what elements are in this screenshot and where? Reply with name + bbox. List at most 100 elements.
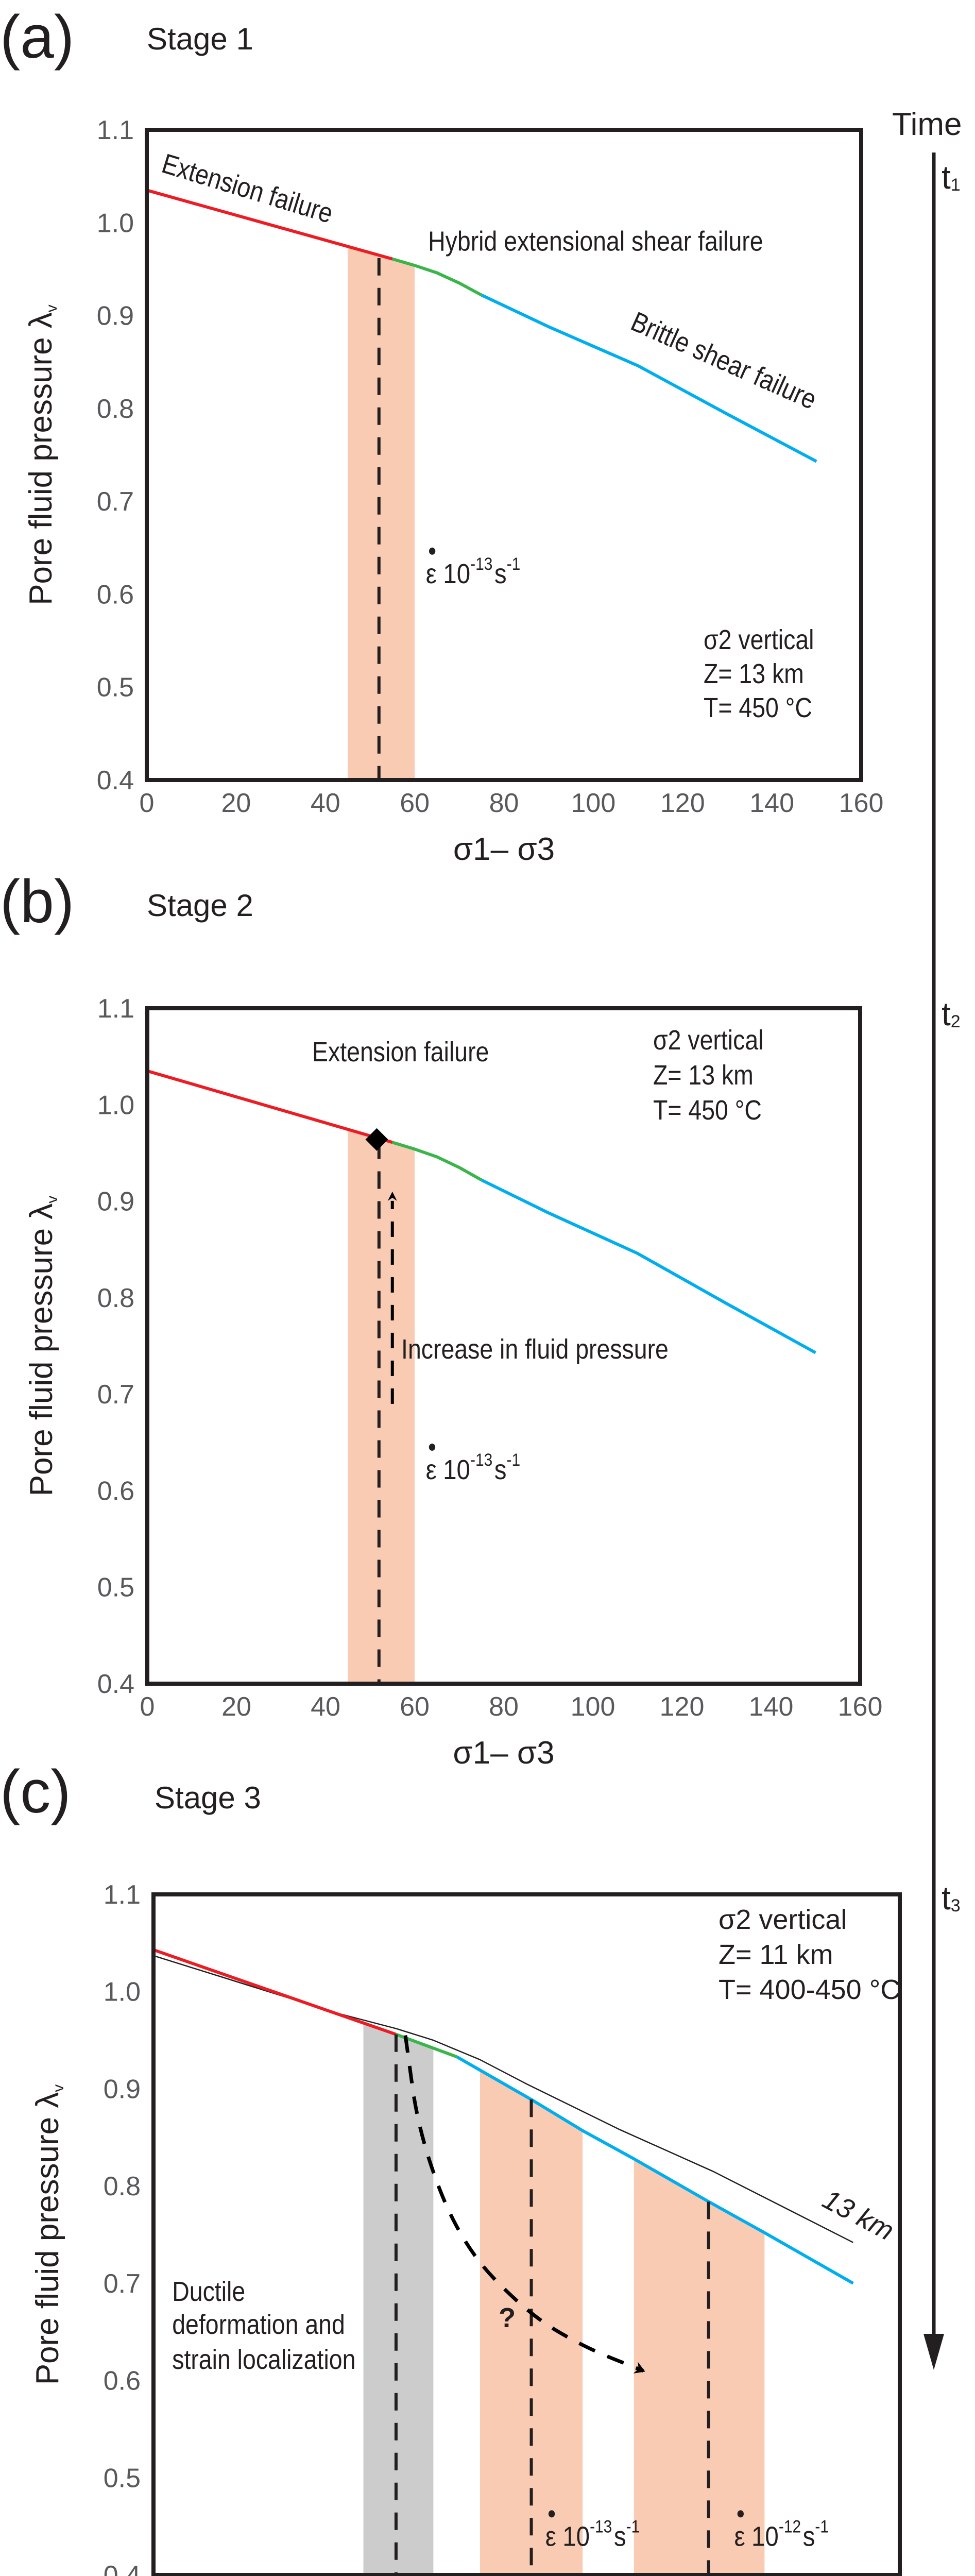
strain-rate-base: 10 (751, 2521, 779, 2552)
y-tick-label: 0.8 (104, 2172, 141, 2201)
strain-rate-text: ε 10-12s-1 (734, 2517, 829, 2552)
x-axis-label: σ1– σ3 (453, 1735, 554, 1771)
y-axis-label: Pore fluid pressure λv (30, 2084, 67, 2385)
strain-rate-unit-exponent: -1 (815, 2517, 829, 2536)
x-tick-label: 80 (489, 1692, 519, 1722)
y-tick-label: 0.5 (104, 2463, 141, 2493)
series-line-brittle-shear-failure (481, 1178, 816, 1354)
x-tick-label: 100 (571, 1692, 615, 1722)
x-tick-label: 160 (839, 788, 884, 818)
x-tick-label: 160 (838, 1692, 883, 1722)
annotation-region-label: Ductile (172, 2276, 245, 2307)
stage-title: Stage 1 (147, 22, 253, 56)
x-tick-label: 120 (660, 1692, 705, 1722)
strain-rate-dot-icon (429, 547, 436, 555)
chart-panel-3: (c)Stage 30204060801001201401600.40.50.6… (0, 1758, 902, 2576)
y-tick-label: 1.0 (97, 1090, 134, 1120)
strain-rate-text: ε 10-13s-1 (426, 554, 520, 589)
time-marker-t2: t2 (942, 995, 961, 1032)
strain-rate-base: 10 (443, 1454, 470, 1485)
conditions-line: Z= 13 km (704, 658, 804, 689)
strain-rate-band (348, 1129, 415, 1684)
annotation-curve-label-italic: 13 km (817, 2184, 899, 2247)
panel-letter: (b) (0, 868, 74, 936)
plot-frame (145, 1006, 862, 1686)
strain-rate-label: ε 10-12s-1 (734, 2510, 829, 2552)
y-tick-label: 0.9 (104, 2074, 141, 2104)
y-tick-label: 0.9 (97, 301, 134, 331)
strain-rate-text: ε 10-13s-1 (426, 1450, 520, 1485)
failure-point-diamond (365, 1128, 388, 1151)
conditions-line: Z= 13 km (653, 1059, 754, 1091)
y-tick-label: 0.8 (97, 394, 134, 424)
strain-rate-dot-icon (737, 2510, 744, 2518)
annotation-arrow-label: Increase in fluid pressure (401, 1333, 669, 1365)
strain-rate-band (634, 2159, 765, 2575)
x-tick-label: 120 (660, 788, 705, 818)
series-line-extension-failure (153, 1948, 397, 2036)
arrow-up-icon (387, 1191, 397, 1201)
strain-rate-unit-exponent: -1 (507, 1450, 521, 1469)
plot-frame (151, 1892, 902, 2576)
pathway-curved-arrow (403, 2035, 645, 2372)
y-tick-label: 0.4 (104, 2561, 141, 2576)
strain-rate-unit-exponent: -1 (507, 554, 521, 573)
conditions-line: σ2 vertical (719, 1904, 847, 1935)
y-axis-label: Pore fluid pressure λv (23, 304, 60, 605)
y-axis-label-subscript: v (43, 304, 60, 312)
y-tick-label: 0.7 (97, 1380, 134, 1410)
strain-rate-symbol: ε (734, 2521, 745, 2552)
time-axis-arrowhead-icon (923, 2334, 944, 2370)
arrowhead-icon (633, 2362, 645, 2374)
ductile-band (363, 2023, 434, 2575)
y-tick-label: 0.6 (97, 1476, 134, 1506)
y-tick-label: 1.0 (97, 208, 134, 238)
time-axis: Time t1 t2 t3 (892, 107, 962, 2370)
stage-title: Stage 3 (155, 1781, 261, 1815)
strain-rate-dot-icon (429, 1443, 436, 1451)
y-tick-label: 0.7 (104, 2269, 141, 2299)
y-tick-label: 0.6 (104, 2366, 141, 2396)
strain-rate-exponent: -12 (779, 2517, 801, 2536)
y-axis-label-main: Pore fluid pressure λ (24, 1204, 59, 1497)
y-axis-label-main: Pore fluid pressure λ (30, 2092, 65, 2385)
y-tick-label: 0.5 (97, 673, 134, 703)
y-axis-label: Pore fluid pressure λv (24, 1196, 61, 1497)
x-axis-label: σ1– σ3 (453, 832, 555, 867)
strain-rate-dot-icon (548, 2510, 555, 2518)
conditions-line: T= 450 °C (653, 1094, 762, 1126)
x-tick-label: 20 (221, 1692, 251, 1722)
chart-panel-2: (b) Stage 2 0 20 40 60 80 100 120 140 160 0.4 0.5 0.6… (0, 868, 882, 1771)
conditions-line: T= 450 °C (704, 692, 812, 723)
time-marker-t1: t1 (942, 159, 961, 196)
strain-rate-unit: s (494, 558, 507, 589)
chart-panel-1: (a) Stage 1 0 20 40 60 80 100 120 140 160 0.4 0.5 0.6… (0, 3, 883, 867)
strain-rate-text: ε 10-13s-1 (545, 2517, 640, 2552)
annotation-curve-label: Brittle shear failure (626, 306, 822, 415)
x-tick-label: 140 (749, 1692, 794, 1722)
y-tick-label: 1.1 (97, 994, 134, 1024)
x-tick-label: 0 (140, 1692, 155, 1722)
y-tick-label: 1.1 (97, 115, 134, 145)
conditions-line: σ2 vertical (653, 1024, 763, 1056)
y-tick-label: 0.5 (97, 1573, 134, 1603)
conditions-line: T= 400-450 °C (719, 1974, 900, 2005)
annotation-region-label: strain localization (172, 2344, 355, 2375)
strain-rate-exponent: -13 (590, 2517, 612, 2536)
time-marker-t3: t3 (942, 1879, 961, 1917)
y-tick-label: 0.4 (97, 766, 134, 795)
y-tick-label: 0.8 (97, 1283, 134, 1313)
x-tick-label: 60 (400, 788, 430, 818)
strain-rate-base: 10 (562, 2521, 590, 2552)
time-axis-label: Time (892, 107, 962, 142)
strain-rate-label: ε 10-13s-1 (426, 1443, 520, 1485)
strain-rate-unit: s (614, 2521, 626, 2552)
strain-rate-unit: s (803, 2521, 815, 2552)
annotation-uncertainty: ? (499, 2302, 516, 2333)
series-line-extension-failure (146, 189, 393, 261)
strain-rate-band (348, 246, 415, 780)
conditions-line: Z= 11 km (719, 1939, 833, 1970)
strain-rate-symbol: ε (545, 2521, 556, 2552)
strain-rate-base: 10 (443, 558, 470, 589)
